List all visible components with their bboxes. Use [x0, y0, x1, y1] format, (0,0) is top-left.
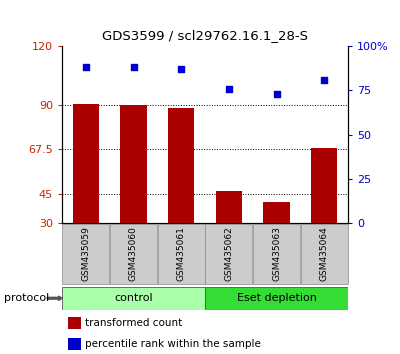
Point	[273, 91, 280, 97]
Point	[83, 64, 89, 70]
Bar	[311, 148, 337, 223]
Bar	[263, 202, 290, 223]
Bar	[62, 287, 205, 310]
Bar	[73, 104, 99, 223]
Bar	[68, 338, 80, 350]
Point	[130, 64, 137, 70]
Bar	[120, 105, 147, 223]
Bar	[68, 318, 80, 329]
Text: GSM435059: GSM435059	[81, 227, 90, 281]
Text: percentile rank within the sample: percentile rank within the sample	[85, 339, 261, 349]
Bar	[168, 108, 194, 223]
Bar	[158, 224, 204, 284]
Text: GSM435060: GSM435060	[129, 227, 138, 281]
Bar	[62, 224, 109, 284]
Point	[178, 66, 184, 72]
Point	[226, 86, 232, 91]
Text: Eset depletion: Eset depletion	[236, 293, 316, 303]
Bar	[253, 224, 300, 284]
Bar	[110, 224, 157, 284]
Text: control: control	[114, 293, 153, 303]
Text: transformed count: transformed count	[85, 318, 182, 329]
Text: protocol: protocol	[4, 293, 49, 303]
Title: GDS3599 / scl29762.16.1_28-S: GDS3599 / scl29762.16.1_28-S	[102, 29, 308, 42]
Text: GSM435063: GSM435063	[272, 227, 281, 281]
Point	[321, 77, 327, 82]
Bar	[205, 287, 348, 310]
Text: GSM435064: GSM435064	[320, 227, 329, 281]
Text: GSM435061: GSM435061	[177, 227, 186, 281]
Bar	[206, 224, 252, 284]
Bar	[301, 224, 348, 284]
Text: GSM435062: GSM435062	[224, 227, 233, 281]
Bar	[216, 190, 242, 223]
